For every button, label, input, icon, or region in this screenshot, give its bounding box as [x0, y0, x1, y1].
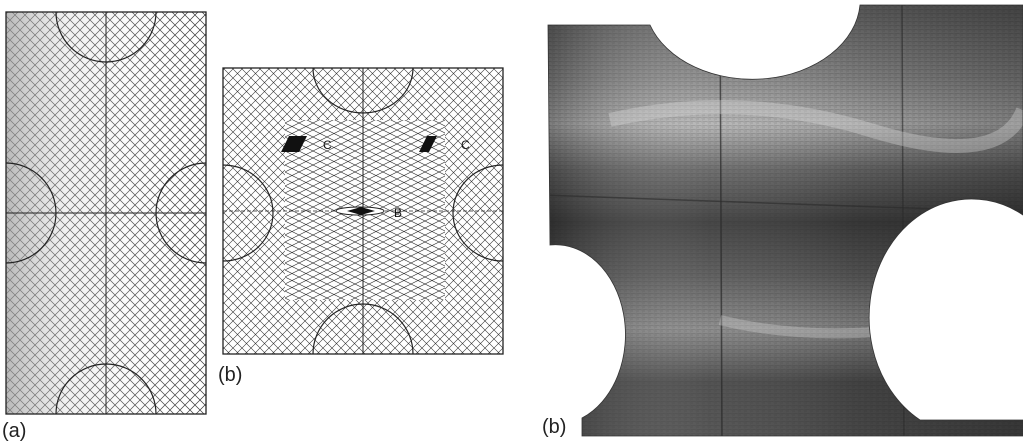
marker-c-left	[281, 136, 307, 152]
panel-b-specimen-photo	[547, 4, 1023, 437]
panel-b-label: (b)	[218, 364, 243, 386]
panel-a-label: (a)	[2, 420, 27, 442]
marker-c-right	[419, 136, 437, 152]
marker-c-left-label: C	[323, 138, 332, 152]
marker-b	[347, 207, 375, 215]
panel-b-deformed-grid: C C B	[222, 67, 504, 355]
marker-c-right-label: C	[461, 138, 470, 152]
panel-a-undeformed-grid	[5, 11, 207, 415]
marker-b-label: B	[394, 206, 402, 220]
panel-b-photo-label: (b)	[542, 416, 567, 438]
